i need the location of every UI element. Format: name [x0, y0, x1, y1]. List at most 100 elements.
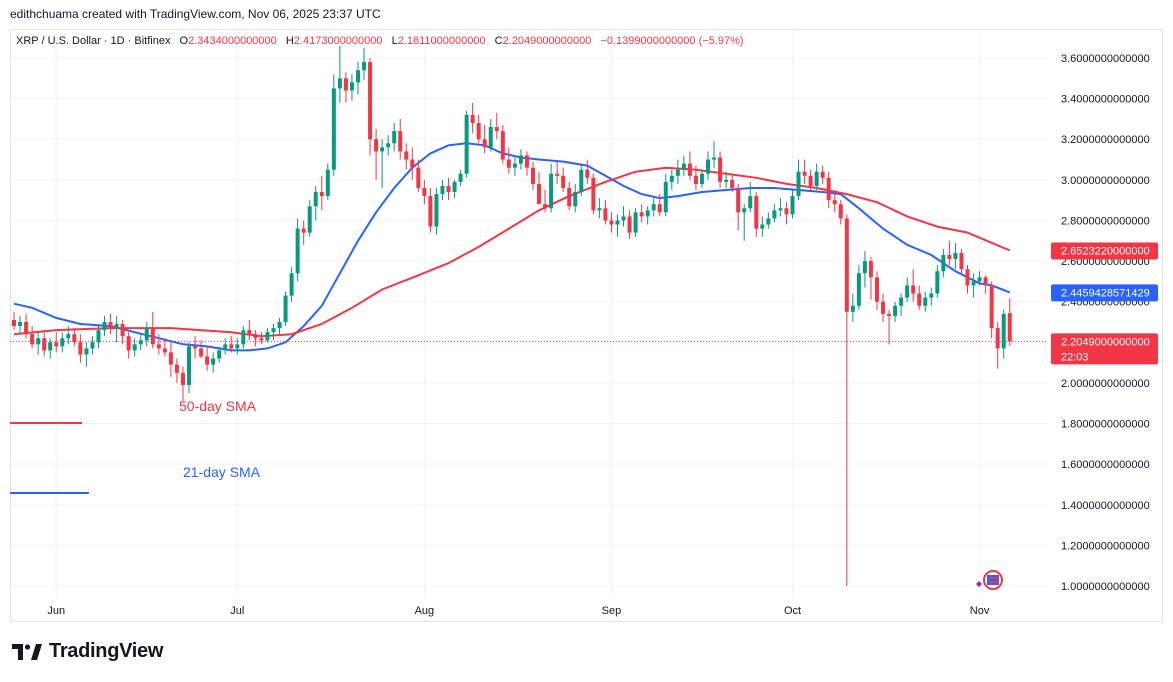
- candle-body[interactable]: [796, 171, 801, 197]
- candle-body[interactable]: [428, 196, 433, 227]
- candle-body[interactable]: [36, 338, 41, 345]
- candle-body[interactable]: [627, 216, 632, 233]
- candle-body[interactable]: [205, 356, 210, 365]
- candle-body[interactable]: [820, 171, 825, 178]
- candle-body[interactable]: [893, 305, 898, 316]
- candle-body[interactable]: [881, 301, 886, 314]
- candle-body[interactable]: [573, 192, 578, 207]
- candle-body[interactable]: [331, 88, 336, 170]
- candle-body[interactable]: [24, 322, 29, 335]
- candle-body[interactable]: [174, 364, 179, 373]
- candle-body[interactable]: [464, 114, 469, 174]
- candle-body[interactable]: [687, 163, 692, 176]
- candle-body[interactable]: [295, 228, 300, 274]
- candle-body[interactable]: [90, 342, 95, 349]
- candle-body[interactable]: [108, 322, 113, 329]
- candle-body[interactable]: [609, 220, 614, 225]
- candle-body[interactable]: [766, 218, 771, 225]
- candle-body[interactable]: [265, 332, 270, 341]
- candle-body[interactable]: [440, 185, 445, 195]
- candle-body[interactable]: [54, 342, 59, 347]
- candle-body[interactable]: [784, 208, 789, 215]
- candle-body[interactable]: [621, 216, 626, 221]
- candle-body[interactable]: [374, 139, 379, 152]
- candle-body[interactable]: [150, 328, 155, 345]
- candle-body[interactable]: [899, 297, 904, 306]
- candle-body[interactable]: [844, 218, 849, 312]
- candle-body[interactable]: [555, 173, 560, 176]
- candle-body[interactable]: [199, 348, 204, 357]
- candle-body[interactable]: [742, 208, 747, 213]
- candle-body[interactable]: [60, 338, 65, 347]
- candle-body[interactable]: [337, 78, 342, 89]
- candle-body[interactable]: [579, 169, 584, 193]
- candle-body[interactable]: [392, 131, 397, 144]
- candle-body[interactable]: [132, 344, 137, 351]
- candle-body[interactable]: [887, 313, 892, 316]
- candle-body[interactable]: [162, 348, 167, 353]
- candle-body[interactable]: [66, 334, 71, 339]
- candle-body[interactable]: [187, 346, 192, 385]
- candle-body[interactable]: [18, 322, 23, 327]
- candle-body[interactable]: [138, 340, 143, 345]
- candle-body[interactable]: [470, 114, 475, 123]
- candle-body[interactable]: [712, 157, 717, 160]
- candle-body[interactable]: [663, 181, 668, 213]
- candle-body[interactable]: [241, 330, 246, 345]
- candle-body[interactable]: [693, 175, 698, 184]
- candle-body[interactable]: [730, 179, 735, 188]
- candle-body[interactable]: [156, 344, 161, 349]
- candle-body[interactable]: [446, 185, 451, 193]
- candle-body[interactable]: [102, 322, 107, 331]
- candle-body[interactable]: [983, 277, 988, 286]
- candle-body[interactable]: [289, 273, 294, 296]
- candle-body[interactable]: [874, 277, 879, 302]
- candle-body[interactable]: [96, 330, 101, 343]
- candle-body[interactable]: [180, 372, 185, 385]
- candle-body[interactable]: [531, 167, 535, 184]
- candle-body[interactable]: [856, 273, 861, 306]
- candle-body[interactable]: [211, 358, 216, 365]
- candle-body[interactable]: [947, 254, 952, 260]
- candle-body[interactable]: [217, 350, 222, 359]
- candle-body[interactable]: [699, 173, 704, 184]
- candle-body[interactable]: [325, 169, 330, 197]
- candle-body[interactable]: [72, 334, 77, 343]
- candle-body[interactable]: [193, 346, 198, 349]
- candle-body[interactable]: [917, 293, 922, 306]
- candle-body[interactable]: [706, 159, 711, 174]
- candle-body[interactable]: [422, 187, 427, 197]
- candle-body[interactable]: [512, 163, 517, 168]
- candle-body[interactable]: [549, 173, 554, 209]
- candle-body[interactable]: [977, 277, 982, 282]
- candle-body[interactable]: [78, 342, 83, 355]
- candle-body[interactable]: [838, 204, 843, 219]
- candle-body[interactable]: [247, 330, 252, 335]
- candle-body[interactable]: [494, 127, 499, 132]
- candle-body[interactable]: [301, 228, 306, 233]
- candle-body[interactable]: [84, 348, 89, 355]
- candle-body[interactable]: [114, 324, 119, 329]
- candle-body[interactable]: [458, 173, 463, 182]
- candle-body[interactable]: [929, 293, 934, 298]
- candle-body[interactable]: [808, 175, 813, 186]
- candle-body[interactable]: [585, 169, 590, 178]
- candle-body[interactable]: [597, 208, 602, 211]
- candle-body[interactable]: [561, 175, 566, 188]
- candle-body[interactable]: [319, 192, 324, 197]
- candle-body[interactable]: [681, 163, 686, 170]
- candle-body[interactable]: [645, 210, 650, 217]
- tradingview-logo[interactable]: TradingView: [12, 640, 163, 663]
- candle-body[interactable]: [283, 295, 288, 322]
- candle-body[interactable]: [778, 208, 783, 211]
- candle-body[interactable]: [271, 328, 276, 333]
- candle-body[interactable]: [669, 175, 674, 182]
- candle-body[interactable]: [452, 181, 457, 193]
- candle-body[interactable]: [543, 204, 548, 209]
- event-diamond-icon[interactable]: [976, 581, 982, 587]
- candle-body[interactable]: [971, 281, 976, 286]
- candle-body[interactable]: [223, 344, 228, 351]
- candle-body[interactable]: [355, 70, 360, 83]
- candle-body[interactable]: [615, 220, 620, 225]
